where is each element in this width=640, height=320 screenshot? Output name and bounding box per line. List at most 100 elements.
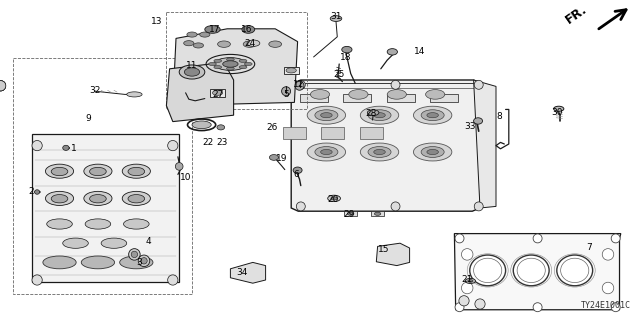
Text: 20: 20 xyxy=(327,196,339,204)
Text: 7: 7 xyxy=(586,244,591,252)
Ellipse shape xyxy=(533,303,542,312)
Ellipse shape xyxy=(131,251,138,258)
Ellipse shape xyxy=(184,68,200,76)
Text: 11: 11 xyxy=(186,61,198,70)
Polygon shape xyxy=(300,94,328,102)
Ellipse shape xyxy=(0,81,6,91)
Ellipse shape xyxy=(45,164,74,178)
Ellipse shape xyxy=(342,46,352,53)
Ellipse shape xyxy=(307,143,346,161)
Ellipse shape xyxy=(179,65,205,79)
Polygon shape xyxy=(230,262,266,283)
Ellipse shape xyxy=(127,92,142,97)
Ellipse shape xyxy=(32,140,42,151)
Ellipse shape xyxy=(328,195,340,202)
Ellipse shape xyxy=(141,258,147,264)
Polygon shape xyxy=(32,134,179,282)
Ellipse shape xyxy=(214,58,246,70)
Ellipse shape xyxy=(192,121,211,129)
Text: 14: 14 xyxy=(413,47,425,56)
Text: 12: 12 xyxy=(293,80,305,89)
Ellipse shape xyxy=(43,256,76,269)
Text: 4: 4 xyxy=(146,237,151,246)
Ellipse shape xyxy=(214,59,221,62)
Ellipse shape xyxy=(214,66,221,69)
Ellipse shape xyxy=(200,32,210,37)
Ellipse shape xyxy=(474,202,483,211)
Polygon shape xyxy=(474,80,496,208)
Text: 33: 33 xyxy=(465,122,476,131)
Ellipse shape xyxy=(209,62,216,66)
Ellipse shape xyxy=(293,167,302,173)
Text: 10: 10 xyxy=(180,173,191,182)
Text: 16: 16 xyxy=(241,25,252,34)
Ellipse shape xyxy=(391,80,400,89)
Ellipse shape xyxy=(360,106,399,124)
Text: 29: 29 xyxy=(343,210,355,219)
Polygon shape xyxy=(173,29,298,106)
Ellipse shape xyxy=(63,145,69,150)
Ellipse shape xyxy=(282,87,291,96)
Ellipse shape xyxy=(387,90,406,99)
Ellipse shape xyxy=(348,212,354,215)
Polygon shape xyxy=(371,211,384,216)
Ellipse shape xyxy=(459,296,469,306)
Polygon shape xyxy=(283,127,306,139)
Ellipse shape xyxy=(269,41,282,47)
Ellipse shape xyxy=(90,195,106,203)
Ellipse shape xyxy=(101,238,127,248)
Ellipse shape xyxy=(554,106,564,111)
Polygon shape xyxy=(360,127,383,139)
Ellipse shape xyxy=(239,66,247,69)
Ellipse shape xyxy=(421,147,444,157)
Ellipse shape xyxy=(217,125,225,130)
Ellipse shape xyxy=(465,278,476,284)
Text: 6: 6 xyxy=(294,170,299,179)
Ellipse shape xyxy=(349,90,368,99)
Ellipse shape xyxy=(321,113,332,118)
Ellipse shape xyxy=(296,80,305,89)
Ellipse shape xyxy=(0,81,6,91)
Text: 17: 17 xyxy=(209,25,220,34)
Ellipse shape xyxy=(387,49,397,55)
Ellipse shape xyxy=(90,167,106,176)
Ellipse shape xyxy=(611,234,620,243)
Ellipse shape xyxy=(81,256,115,269)
Text: 18: 18 xyxy=(340,53,351,62)
Ellipse shape xyxy=(286,68,296,73)
Ellipse shape xyxy=(374,149,385,155)
Ellipse shape xyxy=(227,67,234,70)
Ellipse shape xyxy=(602,249,614,260)
Text: 30: 30 xyxy=(551,108,563,117)
Text: 13: 13 xyxy=(151,17,163,26)
Ellipse shape xyxy=(124,219,149,229)
Ellipse shape xyxy=(128,195,145,203)
Polygon shape xyxy=(291,80,480,211)
Text: 32: 32 xyxy=(89,86,100,95)
Ellipse shape xyxy=(45,191,74,205)
Ellipse shape xyxy=(218,41,230,47)
Ellipse shape xyxy=(374,212,381,215)
Ellipse shape xyxy=(242,26,255,33)
Text: 5: 5 xyxy=(284,90,289,99)
Polygon shape xyxy=(376,243,410,266)
Ellipse shape xyxy=(122,164,150,178)
Text: 25: 25 xyxy=(333,70,345,79)
Ellipse shape xyxy=(331,197,337,200)
Ellipse shape xyxy=(470,255,506,286)
Ellipse shape xyxy=(426,90,445,99)
Text: TY24E1001C: TY24E1001C xyxy=(580,301,630,310)
Ellipse shape xyxy=(611,303,620,312)
Polygon shape xyxy=(430,94,458,102)
Ellipse shape xyxy=(455,303,464,312)
Ellipse shape xyxy=(391,202,400,211)
Ellipse shape xyxy=(184,41,194,46)
Polygon shape xyxy=(454,234,621,310)
Polygon shape xyxy=(166,62,234,122)
Text: 3: 3 xyxy=(137,258,142,267)
Ellipse shape xyxy=(368,147,391,157)
Ellipse shape xyxy=(474,80,483,89)
Text: 23: 23 xyxy=(216,138,228,147)
Ellipse shape xyxy=(138,255,150,267)
Ellipse shape xyxy=(315,110,338,121)
